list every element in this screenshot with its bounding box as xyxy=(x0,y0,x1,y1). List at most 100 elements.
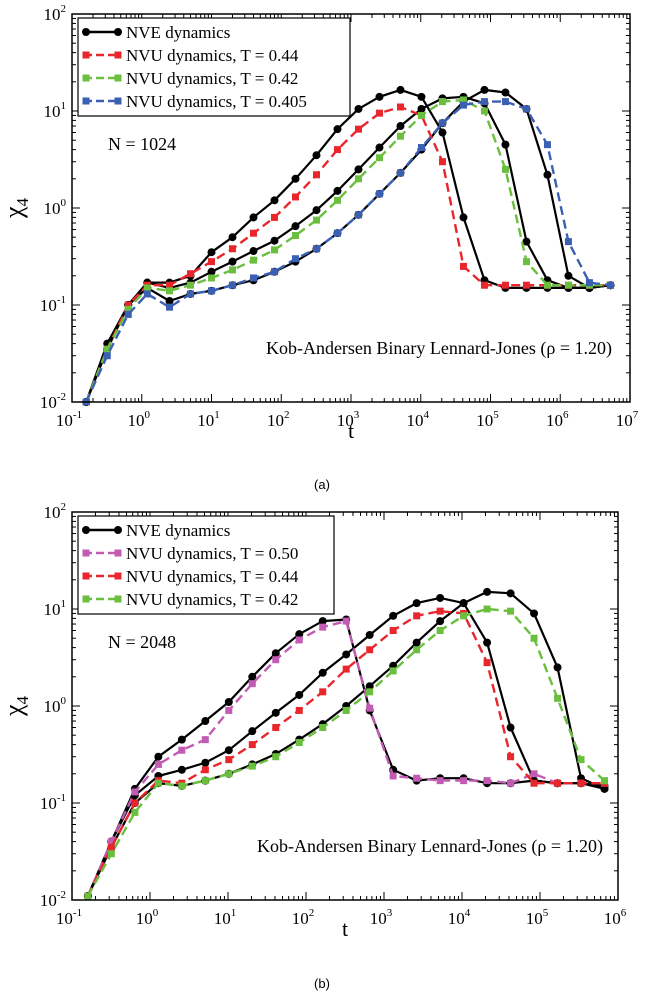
data-point xyxy=(459,213,468,222)
data-point xyxy=(365,682,374,691)
data-point xyxy=(201,766,209,774)
data-point xyxy=(208,258,215,266)
data-point xyxy=(543,281,551,289)
data-point xyxy=(413,774,421,782)
series-3 xyxy=(84,617,608,900)
data-point xyxy=(124,305,132,313)
data-point xyxy=(375,92,384,101)
data-point xyxy=(389,611,398,620)
data-point xyxy=(480,281,488,289)
data-point xyxy=(312,151,321,160)
data-point xyxy=(483,605,491,613)
data-point xyxy=(501,140,510,149)
data-point xyxy=(417,111,425,119)
data-point xyxy=(436,627,444,635)
legend: NVE dynamics NVU dynamics, T = 0.44 NVU dy… xyxy=(77,17,351,117)
data-point xyxy=(459,599,468,608)
y-tick-label: 100 xyxy=(44,197,67,218)
data-point xyxy=(543,170,552,179)
data-point xyxy=(248,741,256,749)
legend-entry: NVE dynamics xyxy=(82,23,230,42)
data-point xyxy=(333,146,341,154)
legend-label: NVU dynamics, T = 0.44 xyxy=(126,567,299,586)
data-point xyxy=(154,760,162,768)
data-point xyxy=(291,232,299,240)
series-group xyxy=(82,85,615,406)
legend-marker xyxy=(114,51,122,59)
data-point xyxy=(207,248,216,257)
legend-label: NVU dynamics, T = 0.405 xyxy=(126,92,307,111)
x-tick-label: 103 xyxy=(370,907,393,928)
data-point xyxy=(319,623,327,631)
data-point xyxy=(412,599,421,608)
data-point xyxy=(480,98,488,106)
legend-marker xyxy=(114,526,122,534)
data-point xyxy=(208,287,215,295)
data-point xyxy=(208,274,215,282)
data-point xyxy=(436,777,444,785)
plot-frame xyxy=(71,13,631,403)
legend-marker xyxy=(82,97,90,105)
x-tick-label: 102 xyxy=(267,409,290,430)
data-point xyxy=(459,101,467,109)
data-point xyxy=(333,125,342,134)
data-point xyxy=(131,808,139,816)
data-point xyxy=(154,752,163,761)
data-point xyxy=(564,238,572,246)
y-tick-label: 10-2 xyxy=(40,391,66,412)
data-point xyxy=(187,281,195,289)
data-point xyxy=(131,799,139,807)
data-point xyxy=(270,268,278,276)
data-point xyxy=(366,646,374,654)
data-point xyxy=(483,587,492,596)
data-point xyxy=(606,281,614,289)
data-point xyxy=(564,281,572,289)
data-point xyxy=(228,245,236,253)
data-point xyxy=(295,630,304,639)
legend-label: NVU dynamics, T = 0.42 xyxy=(126,590,298,609)
data-point xyxy=(84,892,92,900)
data-point xyxy=(312,171,320,179)
data-point xyxy=(224,746,233,755)
data-point xyxy=(272,724,280,732)
data-point xyxy=(375,190,383,198)
data-point xyxy=(396,169,404,177)
data-point xyxy=(291,222,300,231)
legend-label: NVE dynamics xyxy=(126,23,230,42)
data-point xyxy=(480,85,489,94)
data-point xyxy=(354,125,362,133)
legend-marker xyxy=(82,28,90,36)
data-point xyxy=(291,193,299,201)
data-point xyxy=(225,770,233,778)
y-tick-label: 10-2 xyxy=(40,889,66,910)
legend-marker xyxy=(82,526,90,534)
data-point xyxy=(459,96,467,104)
data-point xyxy=(312,245,320,253)
data-point xyxy=(436,617,445,626)
x-tick-label: 104 xyxy=(407,409,430,430)
data-point xyxy=(124,310,132,318)
data-point xyxy=(333,196,341,204)
legend-marker xyxy=(114,28,122,36)
data-point xyxy=(417,92,426,101)
data-point xyxy=(342,665,350,673)
data-point xyxy=(438,128,447,137)
legend-entry: NVU dynamics, T = 0.405 xyxy=(82,92,307,111)
data-point xyxy=(248,672,257,681)
data-point xyxy=(438,158,446,166)
legend-marker xyxy=(114,74,122,82)
data-point xyxy=(522,281,530,289)
plot-frame xyxy=(71,511,619,901)
data-point xyxy=(506,723,515,732)
legend-entry: NVU dynamics, T = 0.44 xyxy=(82,46,299,65)
legend-marker xyxy=(82,74,90,82)
data-point xyxy=(577,756,585,764)
data-point xyxy=(354,175,362,183)
data-point xyxy=(554,779,562,787)
data-point xyxy=(166,287,174,295)
y-tick-label: 101 xyxy=(44,598,67,619)
data-point xyxy=(249,256,257,264)
legend-marker xyxy=(82,549,90,557)
data-point xyxy=(417,104,426,113)
legend-marker xyxy=(82,51,90,59)
